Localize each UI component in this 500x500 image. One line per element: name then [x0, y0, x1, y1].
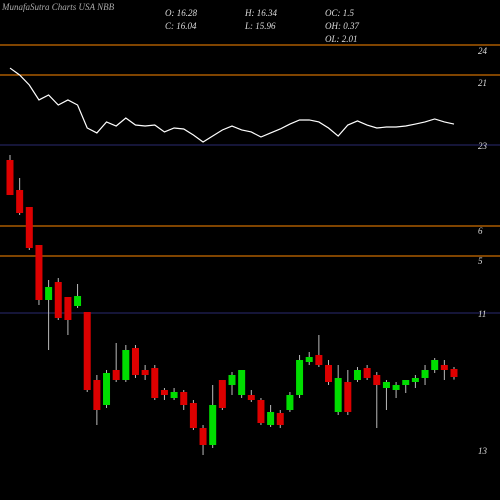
- candle-body: [411, 378, 419, 382]
- candle-body: [6, 160, 14, 195]
- candle-body: [228, 375, 236, 385]
- level-label: 6: [478, 226, 483, 236]
- candle-body: [103, 373, 111, 405]
- candle-body: [25, 207, 33, 248]
- candle-body: [257, 400, 265, 423]
- candle-body: [392, 385, 400, 390]
- candle-body: [334, 378, 342, 412]
- ohlc-info: OH: 0.37: [325, 21, 359, 31]
- level-label: 11: [478, 309, 486, 319]
- candle-body: [151, 368, 159, 398]
- candle-body: [440, 365, 448, 370]
- candle-body: [353, 370, 361, 380]
- candle-body: [112, 370, 120, 380]
- candle-body: [64, 297, 72, 320]
- level-label: 23: [478, 141, 488, 151]
- candle-body: [180, 392, 188, 405]
- level-label: 21: [478, 78, 487, 88]
- candle-body: [54, 282, 62, 318]
- ohlc-info: L: 15.96: [244, 21, 276, 31]
- candle-body: [238, 370, 246, 395]
- level-label: 13: [478, 446, 488, 456]
- candle-body: [286, 395, 294, 410]
- candle-body: [325, 365, 333, 382]
- candle-body: [276, 413, 284, 425]
- ohlc-info: C: 16.04: [165, 21, 197, 31]
- candle-body: [189, 403, 197, 428]
- candle-body: [363, 368, 371, 378]
- candle-body: [305, 357, 313, 362]
- candle-body: [209, 405, 217, 445]
- candle-body: [402, 380, 410, 385]
- candle-body: [267, 412, 275, 425]
- candle-body: [131, 348, 139, 375]
- level-label: 5: [478, 256, 483, 266]
- candle-body: [170, 392, 178, 398]
- ohlc-info: H: 16.34: [244, 8, 277, 18]
- candle-body: [122, 350, 130, 380]
- candle-body: [382, 382, 390, 388]
- candle-body: [218, 380, 226, 408]
- candle-body: [74, 296, 82, 306]
- candle-body: [199, 428, 207, 445]
- candle-body: [141, 370, 149, 375]
- chart-title: MunafaSutra Charts USA NBB: [1, 2, 115, 12]
- candle-body: [344, 382, 352, 412]
- candle-body: [431, 360, 439, 370]
- candle-body: [247, 395, 255, 400]
- level-label: 24: [478, 46, 488, 56]
- candle-body: [450, 369, 458, 377]
- candle-body: [93, 380, 101, 410]
- candle-body: [315, 355, 323, 365]
- candle-body: [296, 360, 304, 395]
- candle-body: [45, 287, 53, 300]
- candle-body: [83, 312, 91, 390]
- ohlc-info: OL: 2.01: [325, 34, 358, 44]
- candle-body: [35, 245, 43, 300]
- candle-body: [421, 370, 429, 378]
- ohlc-info: OC: 1.5: [325, 8, 354, 18]
- candle-body: [160, 390, 168, 395]
- indicator-line: [9, 67, 455, 143]
- ohlc-info: O: 16.28: [165, 8, 197, 18]
- candle-body: [373, 375, 381, 385]
- candle-body: [16, 190, 24, 213]
